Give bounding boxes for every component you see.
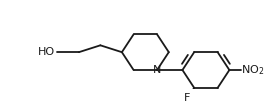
Text: NO$_2$: NO$_2$ — [241, 63, 265, 77]
Text: HO: HO — [38, 47, 56, 57]
Text: N: N — [153, 65, 161, 75]
Text: F: F — [184, 93, 191, 103]
